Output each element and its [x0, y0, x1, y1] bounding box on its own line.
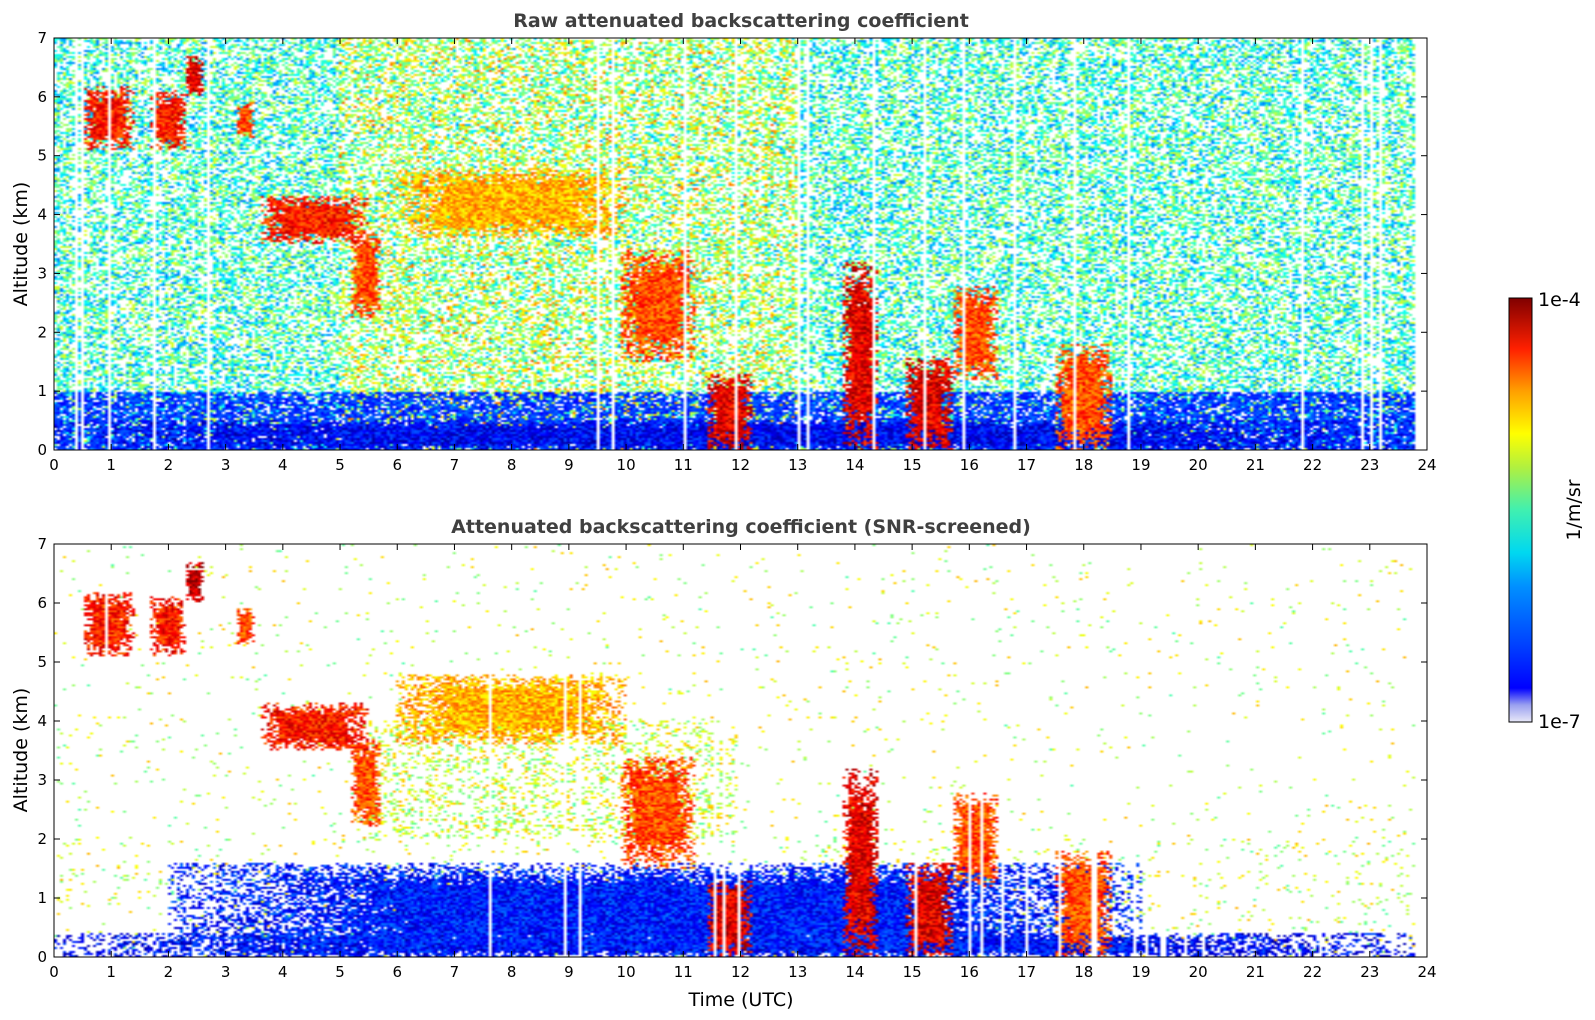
y-tick-label: 6	[37, 88, 47, 106]
panel1-title: Raw attenuated backscattering coefficien…	[513, 10, 969, 32]
y-tick-label: 2	[37, 323, 47, 341]
panel2-heatmap	[54, 544, 1427, 957]
y-tick-label: 1	[37, 382, 47, 400]
x-tick-label: 24	[1417, 456, 1436, 474]
colorbar: 1e-4 1e-7 1/m/sr	[1508, 289, 1585, 733]
y-tick-label: 7	[37, 535, 47, 553]
y-tick-label: 1	[37, 889, 47, 907]
x-tick-label: 0	[49, 963, 59, 981]
x-tick-label: 1	[106, 456, 116, 474]
x-tick-label: 23	[1360, 456, 1379, 474]
y-tick-label: 5	[37, 653, 47, 671]
x-tick-label: 13	[788, 456, 807, 474]
y-tick-label: 7	[37, 29, 47, 47]
x-tick-label: 23	[1360, 963, 1379, 981]
snr-screened-panel: Attenuated backscattering coefficient (S…	[10, 516, 1437, 1011]
panel2-ylabel: Altitude (km)	[10, 688, 32, 813]
x-tick-label: 17	[1017, 963, 1036, 981]
x-tick-label: 12	[731, 963, 750, 981]
x-tick-label: 10	[617, 456, 636, 474]
x-tick-label: 2	[164, 456, 174, 474]
x-tick-label: 9	[564, 963, 574, 981]
x-tick-label: 6	[392, 963, 402, 981]
colorbar-unit-label: 1/m/sr	[1563, 479, 1585, 540]
x-tick-label: 22	[1303, 963, 1322, 981]
y-tick-label: 0	[37, 948, 47, 966]
x-tick-label: 5	[335, 963, 345, 981]
x-tick-label: 3	[221, 963, 231, 981]
colorbar-max-label: 1e-4	[1538, 289, 1581, 311]
panel1-frame	[53, 37, 1428, 451]
colorbar-gradient	[1508, 297, 1533, 723]
x-tick-label: 15	[903, 456, 922, 474]
y-tick-label: 3	[37, 771, 47, 789]
panel2-xlabel: Time (UTC)	[687, 989, 793, 1011]
x-tick-label: 11	[674, 456, 693, 474]
panel1-ticks: 0 1 2 3 4 5 6 7 8 9 10 11 12 13 14 15 16 17 18 19 20 21 22 23 24…	[37, 29, 1436, 474]
x-tick-label: 8	[507, 456, 517, 474]
x-tick-label: 24	[1417, 963, 1436, 981]
x-tick-label: 15	[903, 963, 922, 981]
x-tick-label: 16	[960, 963, 979, 981]
y-tick-label: 0	[37, 441, 47, 459]
x-tick-label: 9	[564, 456, 574, 474]
colorbar-min-label: 1e-7	[1538, 711, 1581, 733]
x-tick-label: 13	[788, 963, 807, 981]
x-tick-label: 18	[1074, 456, 1093, 474]
x-tick-label: 4	[278, 456, 288, 474]
x-tick-label: 14	[845, 456, 864, 474]
x-tick-label: 7	[450, 963, 460, 981]
x-tick-label: 16	[960, 456, 979, 474]
y-tick-label: 3	[37, 264, 47, 282]
y-tick-label: 4	[37, 712, 47, 730]
x-tick-label: 17	[1017, 456, 1036, 474]
panel2-title: Attenuated backscattering coefficient (S…	[451, 516, 1031, 538]
x-tick-label: 6	[392, 456, 402, 474]
x-tick-label: 19	[1131, 963, 1150, 981]
x-tick-label: 18	[1074, 963, 1093, 981]
y-tick-label: 5	[37, 147, 47, 165]
x-tick-label: 1	[106, 963, 116, 981]
x-tick-label: 8	[507, 963, 517, 981]
x-tick-label: 12	[731, 456, 750, 474]
panel1-ylabel: Altitude (km)	[10, 182, 32, 307]
y-tick-label: 4	[37, 206, 47, 224]
x-tick-label: 10	[617, 963, 636, 981]
x-tick-label: 20	[1189, 456, 1208, 474]
x-tick-label: 5	[335, 456, 345, 474]
panel1-heatmap	[54, 38, 1427, 450]
y-tick-label: 6	[37, 594, 47, 612]
x-tick-label: 7	[450, 456, 460, 474]
panel2-frame	[53, 543, 1428, 958]
x-tick-label: 21	[1246, 456, 1265, 474]
x-tick-label: 20	[1189, 963, 1208, 981]
x-tick-label: 0	[49, 456, 59, 474]
y-tick-label: 2	[37, 830, 47, 848]
x-tick-label: 14	[845, 963, 864, 981]
x-tick-label: 21	[1246, 963, 1265, 981]
x-tick-label: 4	[278, 963, 288, 981]
x-tick-label: 11	[674, 963, 693, 981]
x-tick-label: 19	[1131, 456, 1150, 474]
raw-backscatter-panel: Raw attenuated backscattering coefficien…	[10, 10, 1437, 474]
x-tick-label: 3	[221, 456, 231, 474]
x-tick-label: 2	[164, 963, 174, 981]
x-tick-label: 22	[1303, 456, 1322, 474]
